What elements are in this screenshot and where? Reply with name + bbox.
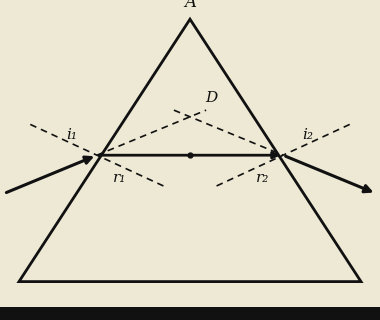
Polygon shape <box>19 19 361 282</box>
Text: D: D <box>205 91 217 105</box>
Text: r₁: r₁ <box>113 171 127 185</box>
Text: A: A <box>184 0 196 11</box>
Text: i₂: i₂ <box>302 128 313 142</box>
Polygon shape <box>0 307 380 320</box>
Text: r₂: r₂ <box>255 171 269 185</box>
Text: i₁: i₁ <box>67 128 78 142</box>
